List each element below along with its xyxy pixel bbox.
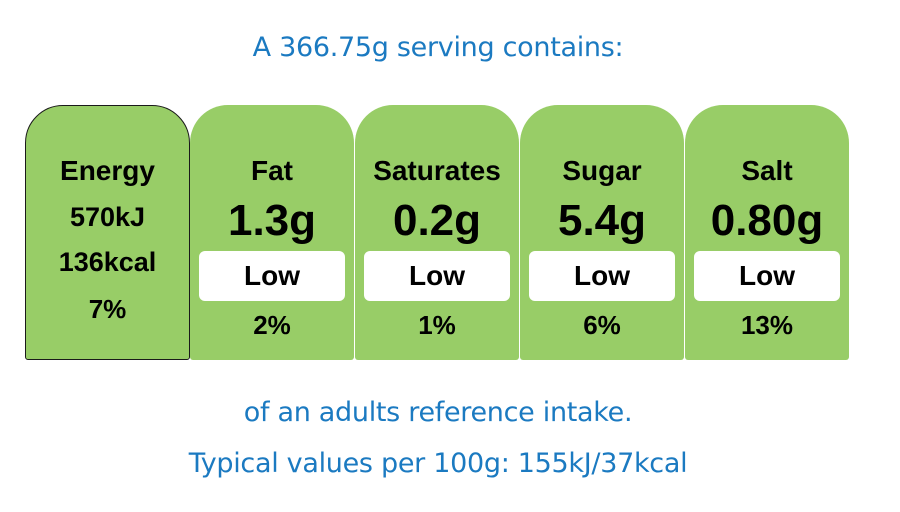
salt-card: Salt 0.80g Low 13% bbox=[685, 105, 849, 360]
fat-level-badge: Low bbox=[199, 251, 345, 301]
fat-label: Fat bbox=[251, 155, 293, 186]
energy-card: Energy 570kJ 136kcal 7% bbox=[25, 105, 190, 360]
energy-kcal-value: 136kcal bbox=[58, 247, 157, 277]
salt-level-badge: Low bbox=[694, 251, 840, 301]
reference-intake-caption: of an adults reference intake. bbox=[243, 397, 633, 428]
serving-caption: A 366.75g serving contains: bbox=[252, 32, 624, 63]
salt-amount: 0.80g bbox=[710, 196, 824, 245]
saturates-card: Saturates 0.2g Low 1% bbox=[355, 105, 519, 360]
salt-percent: 13% bbox=[740, 310, 794, 340]
fat-percent: 2% bbox=[253, 310, 291, 340]
saturates-percent: 1% bbox=[418, 310, 456, 340]
typical-values-caption: Typical values per 100g: 155kJ/37kcal bbox=[188, 448, 688, 479]
sugar-level-badge: Low bbox=[529, 251, 675, 301]
sugar-amount: 5.4g bbox=[557, 196, 647, 245]
sugar-label: Sugar bbox=[562, 155, 642, 186]
saturates-label: Saturates bbox=[373, 155, 501, 186]
salt-label: Salt bbox=[741, 155, 793, 186]
energy-kj-value: 570kJ bbox=[69, 202, 146, 232]
energy-label: Energy bbox=[60, 155, 155, 186]
sugar-percent: 6% bbox=[583, 310, 621, 340]
saturates-amount: 0.2g bbox=[392, 196, 482, 245]
saturates-level-badge: Low bbox=[364, 251, 510, 301]
fat-amount: 1.3g bbox=[227, 196, 317, 245]
sugar-card: Sugar 5.4g Low 6% bbox=[520, 105, 684, 360]
fat-card: Fat 1.3g Low 2% bbox=[190, 105, 354, 360]
energy-percent: 7% bbox=[88, 294, 127, 324]
